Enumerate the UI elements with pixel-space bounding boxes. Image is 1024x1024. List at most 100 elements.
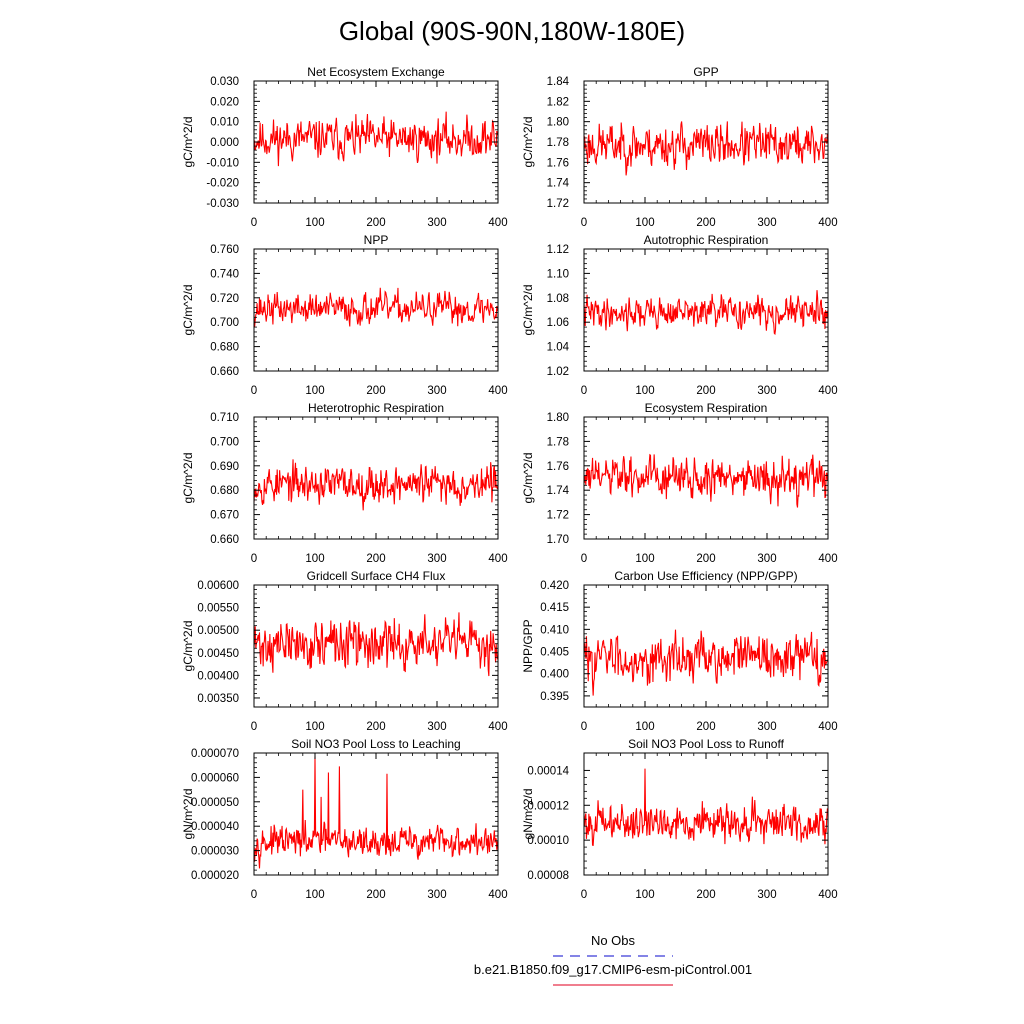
panel-3: NPP gC/m^2/d 0.760 0.740 0.720 0.700 0.680 0.66… (181, 233, 508, 397)
x-tick-label: 0 (251, 889, 257, 901)
series-line (254, 111, 498, 167)
x-tick-label: 200 (366, 889, 385, 901)
y-tick-label: 0.000040 (191, 821, 239, 833)
series-line (584, 121, 828, 176)
panel-title: Carbon Use Efficiency (NPP/GPP) (614, 569, 797, 583)
y-tick-label: 0.00550 (197, 603, 239, 615)
x-tick-label: 200 (366, 217, 385, 229)
x-tick-label: 100 (635, 553, 654, 565)
x-tick-label: 0 (581, 217, 587, 229)
y-tick-label: 0.030 (210, 76, 239, 88)
panel-title: Soil NO3 Pool Loss to Leaching (291, 737, 460, 751)
panel-title: Net Ecosystem Exchange (307, 65, 445, 79)
plot-frame (583, 752, 829, 876)
y-tick-label: -0.020 (206, 178, 239, 190)
panel-5: Heterotrophic Respiration gC/m^2/d 0.710 0.… (181, 401, 508, 565)
panel-title: Heterotrophic Respiration (308, 401, 444, 415)
legend: No Obs b.e21.B1850.f09_g17.CMIP6-esm-piC… (474, 933, 752, 986)
panel-4: Autotrophic Respiration gC/m^2/d 1.12 1.10 1… (521, 233, 838, 397)
x-tick-label: 0 (251, 553, 257, 565)
y-tick-label: -0.030 (206, 198, 239, 210)
series-line (584, 290, 828, 336)
y-tick-label: 0.760 (210, 244, 239, 256)
x-tick-label: 300 (757, 385, 776, 397)
panel-1: Net Ecosystem Exchange gC/m^2/d 0.030 0.020… (181, 65, 508, 229)
x-tick-label: 200 (696, 721, 715, 733)
y-tick-label: 0.000 (210, 137, 239, 149)
y-tick-label: 0.710 (210, 412, 239, 424)
y-axis-label: gN/m^2/d (521, 789, 535, 840)
series-line (584, 629, 828, 696)
y-tick-label: 0.400 (540, 669, 569, 681)
panel-6: Ecosystem Respiration gC/m^2/d 1.80 1.78 1.7… (521, 401, 838, 565)
x-tick-label: 300 (757, 721, 776, 733)
y-tick-label: 0.420 (540, 580, 569, 592)
y-tick-label: 1.02 (547, 366, 569, 378)
x-tick-label: 400 (488, 889, 507, 901)
y-axis-label: gC/m^2/d (181, 621, 195, 672)
y-tick-label: 1.84 (547, 76, 570, 88)
y-tick-label: -0.010 (206, 157, 239, 169)
y-tick-label: 0.740 (210, 268, 239, 280)
x-tick-label: 100 (305, 217, 324, 229)
series-line (254, 612, 498, 677)
series-line (254, 756, 498, 869)
x-tick-label: 100 (635, 217, 654, 229)
y-axis-label: gN/m^2/d (181, 789, 195, 840)
x-tick-label: 400 (488, 385, 507, 397)
y-tick-label: 0.680 (210, 342, 239, 354)
plot-frame (253, 752, 499, 876)
y-tick-label: 0.010 (210, 117, 239, 129)
y-tick-label: 1.70 (547, 534, 569, 546)
y-tick-label: 1.12 (547, 244, 569, 256)
y-tick-label: 1.74 (547, 485, 570, 497)
y-tick-label: 0.700 (210, 317, 239, 329)
y-tick-label: 0.000060 (191, 772, 239, 784)
x-tick-label: 400 (818, 889, 837, 901)
y-tick-label: 0.660 (210, 534, 239, 546)
y-tick-label: 0.00600 (197, 580, 239, 592)
panel-title: GPP (693, 65, 718, 79)
y-axis-label: gC/m^2/d (181, 285, 195, 336)
y-tick-label: 1.82 (547, 96, 569, 108)
series-line (584, 768, 828, 846)
legend-model-label: b.e21.B1850.f09_g17.CMIP6-esm-piControl.… (474, 962, 752, 977)
panel-2: GPP gC/m^2/d 1.84 1.82 1.80 1.78 1.76 1.74 1.72 0… (521, 65, 838, 229)
y-tick-label: 0.020 (210, 96, 239, 108)
y-tick-label: 0.660 (210, 366, 239, 378)
x-tick-label: 0 (251, 217, 257, 229)
y-tick-label: 1.76 (547, 157, 569, 169)
y-axis-label: gC/m^2/d (521, 285, 535, 336)
y-tick-label: 0.000070 (191, 748, 239, 760)
x-tick-label: 400 (488, 217, 507, 229)
y-tick-label: 0.00450 (197, 648, 239, 660)
y-tick-label: 1.06 (547, 317, 569, 329)
x-tick-label: 300 (757, 889, 776, 901)
x-tick-label: 0 (581, 553, 587, 565)
y-tick-label: 0.00014 (527, 765, 569, 777)
y-tick-label: 1.10 (547, 268, 569, 280)
y-axis-label: NPP/GPP (521, 619, 535, 672)
plot-frame (583, 584, 829, 708)
x-tick-label: 400 (488, 553, 507, 565)
y-tick-label: 1.08 (547, 293, 569, 305)
x-tick-label: 200 (366, 721, 385, 733)
y-tick-label: 0.00500 (197, 625, 239, 637)
x-tick-label: 100 (305, 385, 324, 397)
x-tick-label: 400 (818, 553, 837, 565)
y-tick-label: 0.720 (210, 293, 239, 305)
y-axis-label: gC/m^2/d (181, 453, 195, 504)
x-tick-label: 200 (696, 889, 715, 901)
x-tick-label: 300 (427, 385, 446, 397)
panel-title: Soil NO3 Pool Loss to Runoff (628, 737, 785, 751)
panel-7: Gridcell Surface CH4 Flux gC/m^2/d 0.00600… (181, 569, 508, 733)
x-tick-label: 300 (427, 721, 446, 733)
x-tick-label: 0 (581, 721, 587, 733)
y-tick-label: 0.00400 (197, 670, 239, 682)
y-tick-label: 0.00010 (527, 835, 569, 847)
panel-9: Soil NO3 Pool Loss to LeachinggN/m^2/d0.… (181, 737, 508, 901)
panel-title: Gridcell Surface CH4 Flux (307, 569, 446, 583)
y-tick-label: 1.72 (547, 198, 569, 210)
x-tick-label: 100 (635, 721, 654, 733)
panel-8: Carbon Use Efficiency (NPP/GPP) NPP/GPP 0.… (521, 569, 838, 733)
